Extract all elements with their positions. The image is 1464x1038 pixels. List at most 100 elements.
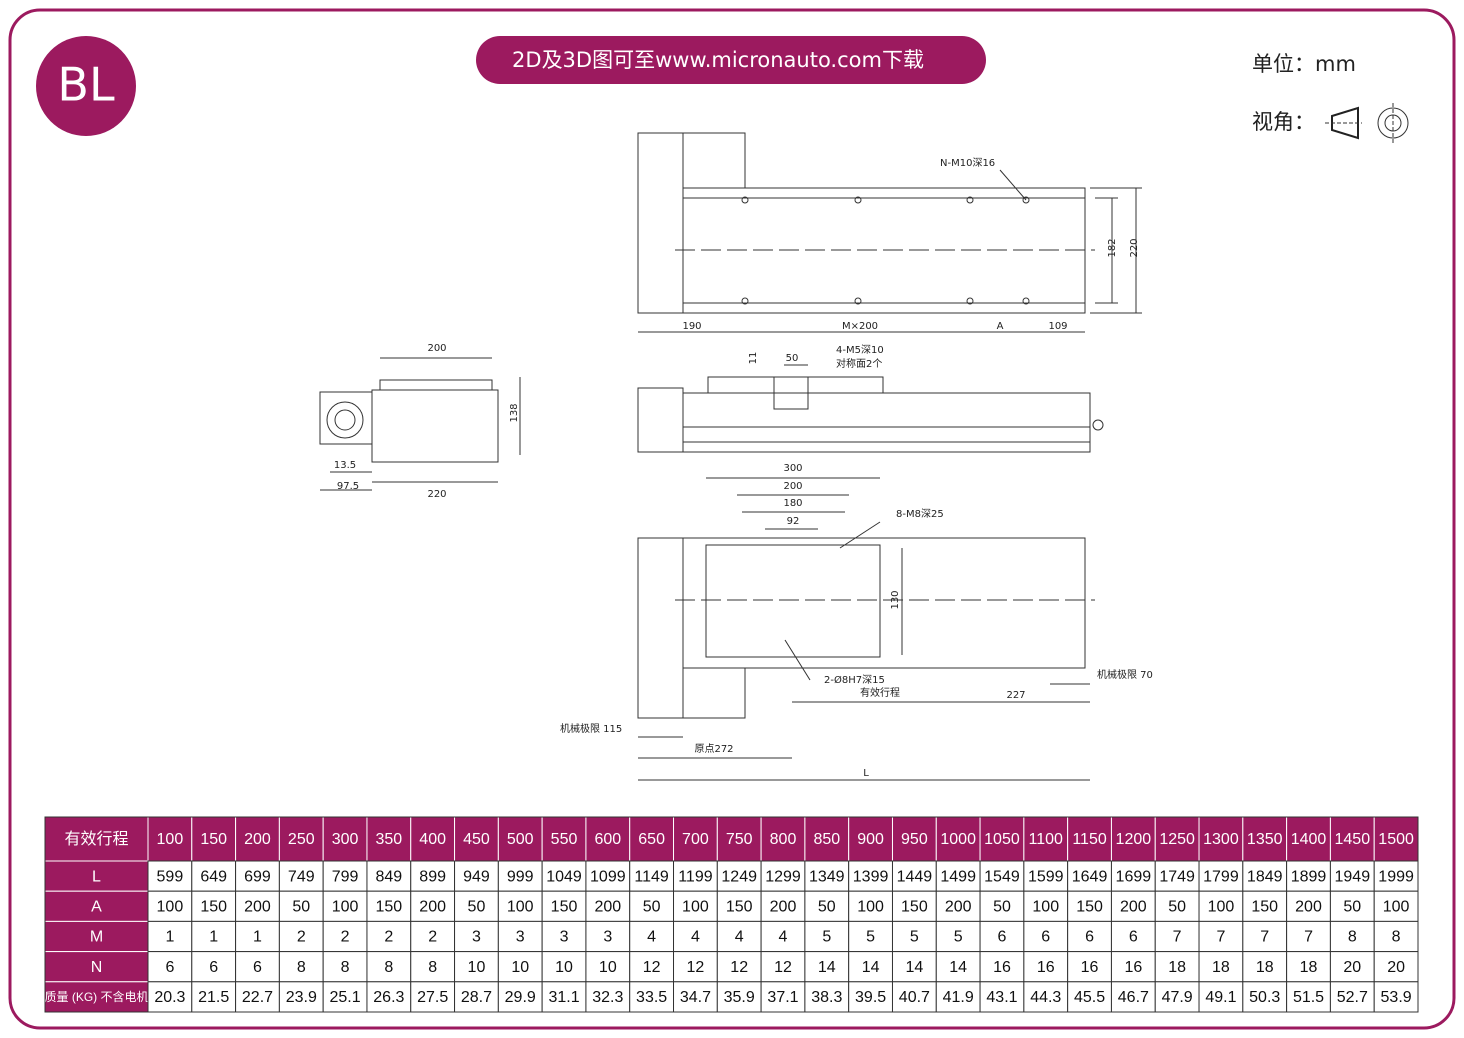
cell-text: 50 — [993, 899, 1011, 916]
table-cell — [541, 920, 587, 953]
table-border — [44, 816, 1419, 1013]
table-cell — [848, 920, 893, 953]
table-cell — [585, 920, 631, 953]
table-cell — [716, 951, 762, 983]
cell-text: 8 — [297, 959, 306, 976]
cell-text: 150 — [1251, 899, 1278, 916]
dimension-label: 8-M8深25 — [896, 508, 944, 520]
cell-text: 150 — [1076, 899, 1103, 916]
cell-text: 50 — [292, 899, 310, 916]
table-cell — [44, 890, 149, 922]
cell-text: 4 — [691, 929, 700, 946]
cell-text: 200 — [244, 899, 271, 916]
table-cell — [191, 981, 237, 1013]
cell-text: 200 — [419, 899, 446, 916]
table-cell — [44, 920, 149, 953]
cell-text: 49.1 — [1205, 989, 1236, 1006]
table-cell — [410, 920, 456, 953]
table-cell — [541, 890, 587, 922]
cell-text: 4 — [735, 929, 744, 946]
table-cell — [1154, 981, 1200, 1013]
table-cell — [1023, 860, 1069, 892]
cell-text: 850 — [813, 831, 840, 848]
cell-text: 1749 — [1159, 868, 1195, 885]
table-cell — [629, 920, 675, 953]
cell-text: 750 — [726, 831, 753, 848]
dimension-label: 109 — [1048, 321, 1067, 332]
dimension-label: L — [863, 768, 869, 779]
cell-text: 20 — [1343, 959, 1361, 976]
cell-text: 900 — [857, 831, 884, 848]
drawing — [319, 132, 1142, 781]
cell-text: 16 — [993, 959, 1011, 976]
cell-text: 14 — [949, 959, 967, 976]
cell-text: 1849 — [1247, 868, 1283, 885]
cell-text: 800 — [770, 831, 797, 848]
cell-text: 3 — [560, 929, 569, 946]
cell-text: 46.7 — [1118, 989, 1149, 1006]
table-cell — [1110, 860, 1156, 892]
table-cell — [673, 920, 718, 953]
cell-text: 1199 — [678, 868, 713, 885]
dimension-label: 220 — [427, 489, 446, 500]
table-cell — [410, 890, 456, 922]
cell-text: 2 — [428, 929, 437, 946]
table-cell — [541, 951, 587, 983]
cell-text: 14 — [862, 959, 880, 976]
cell-text: 200 — [770, 899, 797, 916]
cell-text: 1899 — [1291, 868, 1327, 885]
dimension-label: N-M10深16 — [940, 157, 995, 169]
table-cell — [848, 890, 893, 922]
table-cell — [1110, 951, 1156, 983]
cell-text: 8 — [1348, 929, 1357, 946]
cell-text: 2 — [341, 929, 350, 946]
table-cell — [891, 981, 937, 1013]
cell-text: 50.3 — [1249, 989, 1280, 1006]
cell-text: 849 — [376, 868, 403, 885]
cell-text: 16 — [1081, 959, 1099, 976]
table-cell — [322, 816, 368, 862]
cell-text: 1649 — [1072, 868, 1108, 885]
dimension-label: 97.5 — [337, 481, 359, 492]
table-cell — [804, 816, 850, 862]
cell-text: 18 — [1256, 959, 1274, 976]
cell-text: 53.9 — [1381, 989, 1412, 1006]
cell-text: 12 — [774, 959, 792, 976]
table-cell — [673, 816, 718, 862]
cell-text: 47.9 — [1162, 989, 1193, 1006]
banner-text: 2D及3D图可至www.micronauto.com下载 — [512, 48, 924, 72]
table-cell — [235, 951, 280, 983]
dimension-label: 227 — [1006, 690, 1025, 701]
table-cell — [278, 890, 324, 922]
cell-text: 14 — [818, 959, 836, 976]
cell-text: 6 — [1085, 929, 1094, 946]
table-cell — [454, 816, 499, 862]
cell-text: 6 — [998, 929, 1007, 946]
cell-text: 18 — [1300, 959, 1318, 976]
cell-text: 3 — [603, 929, 612, 946]
table-cell — [322, 951, 368, 983]
table-cell — [935, 981, 981, 1013]
table-cell — [585, 981, 631, 1013]
table-cell — [1242, 890, 1288, 922]
cell-text: 31.1 — [548, 989, 579, 1006]
cell-text: 100 — [157, 899, 184, 916]
cell-text: 40.7 — [899, 989, 930, 1006]
dimension-label: 200 — [427, 343, 446, 354]
table-cell — [1067, 951, 1112, 983]
cell-text: 1050 — [984, 831, 1020, 848]
cell-text: 1099 — [590, 868, 626, 885]
table-cell — [1286, 890, 1331, 922]
table-cell — [1242, 981, 1288, 1013]
table-cell — [541, 860, 587, 892]
table-cell — [760, 951, 806, 983]
cell-text: 1250 — [1159, 831, 1195, 848]
cell-text: 8 — [1392, 929, 1401, 946]
cell-text: 600 — [594, 831, 621, 848]
table-cell — [235, 981, 280, 1013]
cell-text: 200 — [1120, 899, 1147, 916]
table-cell — [1242, 920, 1288, 953]
cell-text: 150 — [200, 831, 227, 848]
table-cell — [366, 981, 412, 1013]
